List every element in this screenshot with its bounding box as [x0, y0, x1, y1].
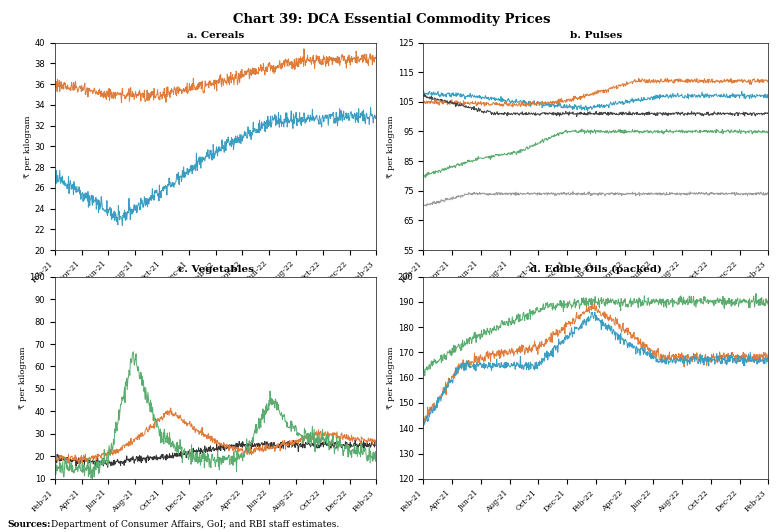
Text: Department of Consumer Affairs, GoI; and RBI staff estimates.: Department of Consumer Affairs, GoI; and…	[51, 520, 339, 529]
Title: d. Edible Oils (packed): d. Edible Oils (packed)	[530, 265, 662, 275]
Y-axis label: ₹ per kilogram: ₹ per kilogram	[24, 115, 31, 178]
Legend: Urad dal, Tur/ Arhar dal, Moong dal, Masoor dal, Gram dal: Urad dal, Tur/ Arhar dal, Moong dal, Mas…	[472, 327, 720, 354]
Title: b. Pulses: b. Pulses	[570, 31, 622, 40]
Title: c. Vegetables: c. Vegetables	[178, 265, 253, 275]
Title: a. Cereals: a. Cereals	[187, 31, 245, 40]
Y-axis label: ₹ per kilogram: ₹ per kilogram	[19, 346, 27, 409]
Legend: Rice, Wheat: Rice, Wheat	[158, 322, 274, 337]
Text: Sources:: Sources:	[8, 520, 51, 529]
Text: Chart 39: DCA Essential Commodity Prices: Chart 39: DCA Essential Commodity Prices	[234, 13, 550, 26]
Y-axis label: ₹ per kilogram: ₹ per kilogram	[387, 346, 395, 409]
Y-axis label: ₹ per kilogram: ₹ per kilogram	[387, 115, 395, 178]
